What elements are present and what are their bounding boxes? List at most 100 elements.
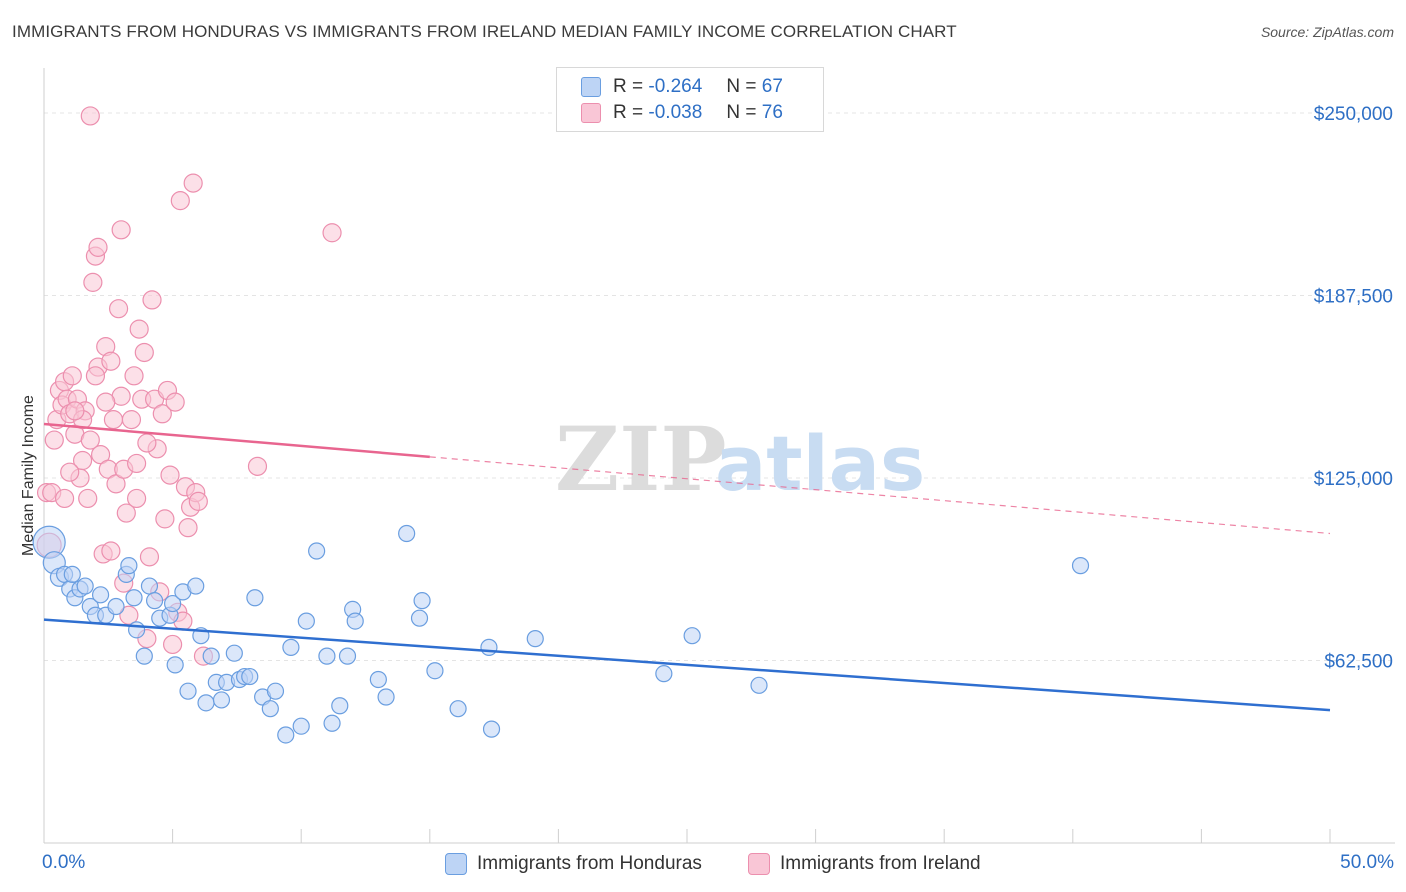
honduras-point-53 bbox=[377, 688, 395, 706]
honduras-point-16 bbox=[127, 621, 146, 639]
honduras-point-12 bbox=[107, 597, 125, 616]
watermark-zip: ZIP bbox=[555, 407, 727, 511]
honduras-point-45 bbox=[308, 542, 326, 560]
ireland-point-40 bbox=[139, 547, 160, 567]
ireland-point-74 bbox=[65, 401, 85, 421]
ireland-point-25 bbox=[101, 351, 121, 371]
ireland-legend-label: Immigrants from Ireland bbox=[780, 853, 981, 874]
ireland-point-73 bbox=[137, 433, 157, 453]
ireland-point-36 bbox=[129, 319, 149, 339]
ireland-point-71 bbox=[96, 392, 116, 412]
ireland-point-65 bbox=[111, 220, 131, 240]
honduras-point-55 bbox=[410, 609, 429, 627]
ireland-point-28 bbox=[108, 299, 129, 319]
chart-title: IMMIGRANTS FROM HONDURAS VS IMMIGRANTS F… bbox=[12, 22, 957, 41]
honduras-point-19 bbox=[145, 592, 164, 610]
honduras-point-10 bbox=[91, 586, 110, 604]
ireland-point-10 bbox=[62, 366, 82, 386]
honduras-point-41 bbox=[277, 726, 295, 744]
ireland-point-26 bbox=[103, 410, 124, 430]
ireland-point-31 bbox=[116, 503, 136, 523]
ireland-point-46 bbox=[155, 509, 175, 529]
ireland-point-49 bbox=[163, 634, 183, 655]
honduras-point-65 bbox=[1071, 557, 1090, 575]
honduras-point-37 bbox=[246, 589, 264, 607]
honduras-legend-label: Immigrants from Honduras bbox=[477, 853, 702, 874]
honduras-point-58 bbox=[449, 700, 467, 718]
ireland-point-61 bbox=[247, 456, 268, 476]
ireland-point-48 bbox=[160, 465, 180, 485]
honduras-point-39 bbox=[261, 700, 279, 718]
n-label: N = bbox=[726, 102, 757, 123]
source-credit: Source: ZipAtlas.com bbox=[1260, 24, 1394, 40]
honduras-point-57 bbox=[426, 662, 444, 680]
watermark: ZIP atlas bbox=[555, 407, 925, 511]
honduras-point-46 bbox=[318, 647, 336, 665]
honduras-swatch bbox=[581, 77, 601, 97]
legend-row-ireland: R = -0.038 N = 76 bbox=[581, 101, 783, 125]
y-tick-label-2: $187,500 bbox=[1314, 287, 1393, 308]
ireland-point-62 bbox=[322, 223, 342, 243]
y-tick-label-3: $250,000 bbox=[1314, 104, 1393, 125]
honduras-point-59 bbox=[480, 638, 498, 656]
ireland-point-67 bbox=[54, 488, 75, 509]
honduras-point-52 bbox=[369, 670, 387, 689]
ireland-point-3 bbox=[44, 430, 64, 450]
ireland-r-value: -0.038 bbox=[648, 102, 703, 123]
honduras-point-48 bbox=[331, 697, 349, 715]
ireland-point-59 bbox=[188, 491, 208, 511]
ireland-point-32 bbox=[119, 605, 139, 625]
honduras-n-value: 67 bbox=[761, 76, 783, 97]
honduras-point-36 bbox=[241, 667, 259, 686]
axes bbox=[43, 68, 1395, 844]
y-tick-labels: $62,500 $125,000 $187,500 $250,000 bbox=[1314, 104, 1393, 672]
n-label: N = bbox=[726, 76, 757, 97]
honduras-point-7 bbox=[76, 577, 94, 595]
honduras-point-60 bbox=[482, 720, 501, 738]
ireland-point-33 bbox=[121, 410, 142, 430]
trend-line-solid-1 bbox=[43, 422, 430, 459]
honduras-point-43 bbox=[292, 717, 310, 735]
bottom-legend-honduras[interactable]: Immigrants from Honduras bbox=[445, 853, 702, 875]
ireland-n-value: 76 bbox=[761, 102, 783, 123]
honduras-point-33 bbox=[225, 644, 243, 662]
ireland-point-41 bbox=[142, 290, 162, 310]
ireland-point-50 bbox=[165, 392, 185, 412]
honduras-point-14 bbox=[120, 557, 138, 575]
ireland-point-52 bbox=[170, 191, 190, 211]
ireland-point-17 bbox=[80, 430, 100, 450]
r-label: R = bbox=[613, 102, 644, 123]
watermark-atlas: atlas bbox=[715, 419, 925, 508]
honduras-point-22 bbox=[164, 594, 182, 613]
x-tick-label-min: 0.0% bbox=[42, 852, 86, 873]
honduras-r-value: -0.264 bbox=[648, 76, 703, 97]
honduras-point-44 bbox=[297, 612, 315, 630]
legend-row-honduras: R = -0.264 N = 67 bbox=[581, 75, 783, 99]
ireland-point-35 bbox=[126, 488, 147, 509]
honduras-point-40 bbox=[266, 682, 285, 700]
ireland-point-16 bbox=[78, 488, 98, 509]
honduras-point-42 bbox=[282, 638, 300, 656]
honduras-point-51 bbox=[346, 612, 364, 630]
honduras-point-64 bbox=[750, 676, 768, 694]
honduras-point-28 bbox=[197, 694, 215, 712]
honduras-point-29 bbox=[202, 647, 220, 665]
ireland-point-38 bbox=[134, 342, 154, 363]
honduras-point-18 bbox=[140, 577, 159, 595]
ireland-legend-swatch bbox=[748, 853, 770, 875]
ireland-point-68 bbox=[60, 462, 80, 482]
y-tick-label-0: $62,500 bbox=[1324, 652, 1393, 673]
ireland-swatch bbox=[581, 103, 601, 123]
y-tick-label-1: $125,000 bbox=[1314, 469, 1393, 490]
honduras-legend-swatch bbox=[445, 853, 467, 875]
honduras-point-25 bbox=[179, 682, 197, 700]
honduras-point-62 bbox=[655, 665, 673, 683]
series-honduras-points bbox=[32, 524, 1090, 744]
ireland-point-57 bbox=[183, 173, 203, 193]
trend-line-0 bbox=[43, 618, 1331, 712]
honduras-point-56 bbox=[413, 592, 431, 610]
honduras-point-47 bbox=[323, 714, 341, 732]
bottom-legend: Immigrants from Honduras Immigrants from… bbox=[0, 851, 1406, 879]
bottom-legend-ireland[interactable]: Immigrants from Ireland bbox=[748, 853, 981, 875]
